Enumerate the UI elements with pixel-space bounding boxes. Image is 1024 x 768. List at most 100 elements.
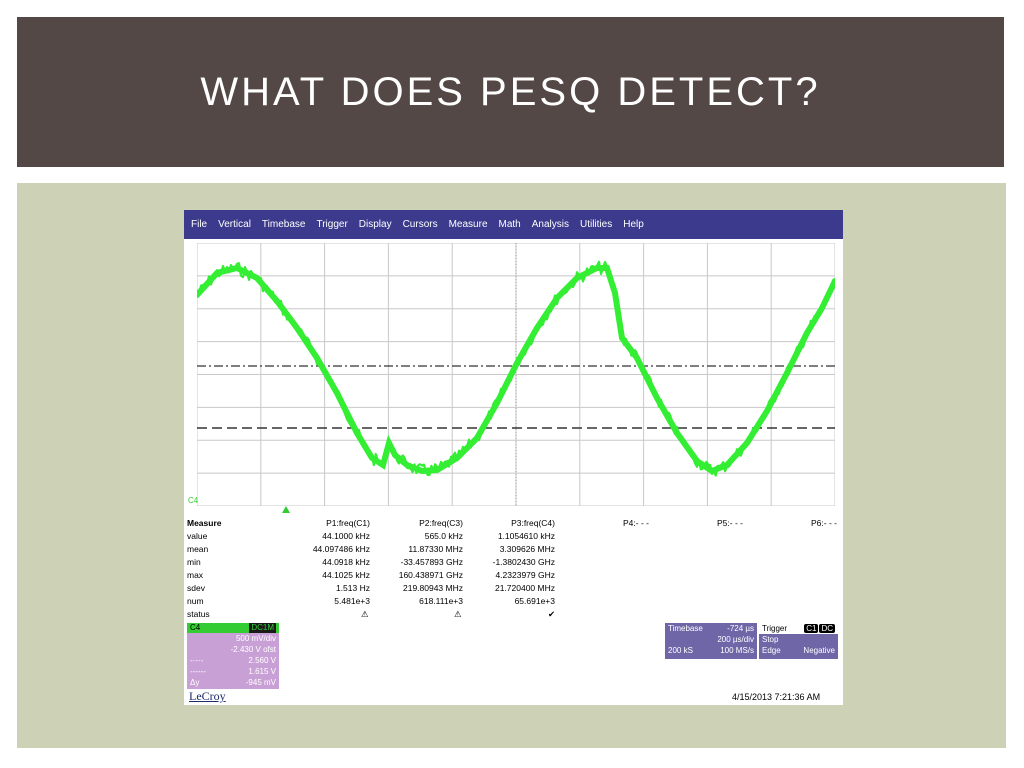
measure-row-label: min (187, 557, 201, 567)
trigger-line: Edge Negative (759, 645, 838, 656)
channel-line: -2.430 V ofst (187, 644, 279, 655)
menu-measure[interactable]: Measure (448, 219, 488, 230)
timebase-samples: 200 kS (668, 646, 693, 655)
lecroy-logo: LeCroy (189, 689, 226, 703)
menu-utilities[interactable]: Utilities (579, 219, 613, 230)
oscilloscope-screenshot: File Vertical Timebase Trigger Display C… (184, 210, 843, 705)
menu-help[interactable]: Help (623, 219, 644, 230)
measure-cell: 1.1054610 kHz (497, 531, 555, 541)
graticule (197, 243, 835, 506)
measure-cell: 3.309626 MHz (499, 544, 555, 554)
measure-row-max: max 44.1025 kHz 160.438971 GHz 4.2323979… (184, 570, 843, 583)
timebase-delay: -724 µs (727, 624, 754, 633)
channel-descriptor-header: C4 DC1M (187, 623, 279, 633)
menu-display[interactable]: Display (358, 219, 392, 230)
measure-row-num: num 5.481e+3 618.111e+3 65.691e+3 (184, 596, 843, 609)
trigger-line: Trigger C1 DC (759, 623, 838, 634)
menu-timebase[interactable]: Timebase (261, 219, 306, 230)
measure-cell: 1.513 Hz (335, 583, 370, 593)
timebase-rate: 100 MS/s (720, 646, 754, 655)
measure-col-p2[interactable]: P2:freq(C3) (419, 518, 463, 528)
status-check-icon: ✔ (548, 609, 556, 619)
measure-row-label: sdev (187, 583, 205, 593)
measure-row-mean: mean 44.097486 kHz 11.87330 MHz 3.309626… (184, 544, 843, 557)
channel-offset: -2.430 V ofst (230, 645, 276, 654)
menu-trigger[interactable]: Trigger (316, 219, 348, 230)
status-warning-icon: ⚠ (361, 609, 369, 619)
measure-col-p5[interactable]: P5:- - - (717, 518, 743, 528)
measure-cell: 44.097486 kHz (312, 544, 370, 554)
trigger-slope: Negative (803, 646, 835, 655)
menu-cursors[interactable]: Cursors (402, 219, 438, 230)
timebase-line: Timebase -724 µs (665, 623, 757, 634)
timebase-line: 200 µs/div (665, 634, 757, 645)
scope-menubar: File Vertical Timebase Trigger Display C… (184, 210, 843, 239)
menu-analysis[interactable]: Analysis (531, 219, 569, 230)
measure-cell: 160.438971 GHz (398, 570, 463, 580)
cursor-value: -945 mV (245, 678, 276, 687)
measure-cell: 565.0 kHz (424, 531, 463, 541)
measure-col-p1[interactable]: P1:freq(C1) (326, 518, 370, 528)
measure-col-p3[interactable]: P3:freq(C4) (511, 518, 555, 528)
timebase-descriptor[interactable]: Timebase -724 µs 200 µs/div 200 kS 100 M… (665, 623, 757, 659)
measure-row-label: status (187, 609, 210, 619)
volts-per-div: 500 mV/div (235, 634, 276, 643)
waveform-display[interactable] (197, 243, 835, 506)
menu-file[interactable]: File (191, 219, 208, 230)
measure-cell: 21.720400 MHz (494, 583, 555, 593)
trigger-source-chip: C1 (804, 624, 819, 633)
channel-c4-descriptor[interactable]: C4 DC1M 500 mV/div -2.430 V ofst -·-·- 2… (187, 623, 279, 689)
measure-row-value: value 44.1000 kHz 565.0 kHz 1.1054610 kH… (184, 531, 843, 544)
measure-cell: -1.3802430 GHz (492, 557, 555, 567)
measure-table: Measure P1:freq(C1) P2:freq(C3) P3:freq(… (184, 513, 843, 621)
trigger-descriptor[interactable]: Trigger C1 DC Stop Edge Negative (759, 623, 838, 659)
cursor-value: 1.615 V (248, 667, 276, 676)
trigger-coupling-chip: DC (819, 624, 835, 633)
cursor-readout: -·-·- 2.560 V (187, 655, 279, 666)
measure-cell: 219.80943 MHz (402, 583, 463, 593)
measure-cell: 5.481e+3 (334, 596, 370, 606)
cursor-label: Δy (190, 678, 200, 687)
measure-row-status: status ⚠ ⚠ ✔ (184, 609, 843, 622)
cursor-readout: Δy -945 mV (187, 677, 279, 688)
cursor-readout: ------ 1.615 V (187, 666, 279, 677)
trigger-label: Trigger (762, 624, 788, 633)
trigger-mode: Stop (762, 635, 779, 644)
measure-cell: 44.0918 kHz (322, 557, 370, 567)
timebase-per-div: 200 µs/div (717, 635, 754, 644)
measure-cell: 4.2323979 GHz (495, 570, 555, 580)
measure-cell: 11.87330 MHz (408, 544, 463, 554)
measure-row-label: mean (187, 544, 209, 554)
cursor-value: 2.560 V (248, 656, 276, 665)
trigger-line: Stop (759, 634, 838, 645)
measure-row-min: min 44.0918 kHz -33.457893 GHz -1.380243… (184, 557, 843, 570)
status-warning-icon: ⚠ (454, 609, 462, 619)
slide-title: WHAT DOES PESQ DETECT? (200, 69, 821, 114)
measure-label: Measure (187, 518, 222, 528)
measure-row-sdev: sdev 1.513 Hz 219.80943 MHz 21.720400 MH… (184, 583, 843, 596)
measure-col-p4[interactable]: P4:- - - (623, 518, 649, 528)
trigger-type: Edge (762, 646, 781, 655)
channel-marker-c4: C4 (188, 496, 199, 505)
cursor-label: ------ (190, 667, 206, 676)
measure-cell: 618.111e+3 (419, 596, 463, 606)
channel-coupling: DC1M (249, 623, 276, 633)
waveform-trace (197, 264, 835, 475)
measure-cell: -33.457893 GHz (400, 557, 463, 567)
measure-header-row: Measure P1:freq(C1) P2:freq(C3) P3:freq(… (184, 518, 843, 531)
timebase-line: 200 kS 100 MS/s (665, 645, 757, 656)
menu-math[interactable]: Math (498, 219, 521, 230)
slide-title-bar: WHAT DOES PESQ DETECT? (17, 17, 1004, 167)
timebase-label: Timebase (668, 624, 703, 633)
timestamp: 4/15/2013 7:21:36 AM (732, 692, 821, 702)
menu-vertical[interactable]: Vertical (218, 219, 251, 230)
measure-col-p6[interactable]: P6:- - - (811, 518, 837, 528)
measure-row-label: max (187, 570, 204, 580)
measure-cell: 65.691e+3 (514, 596, 555, 606)
channel-line: 500 mV/div (187, 633, 279, 644)
measure-row-label: num (187, 596, 204, 606)
measure-cell: 44.1000 kHz (322, 531, 370, 541)
trigger-position-icon (282, 506, 290, 513)
cursor-label: -·-·- (190, 656, 204, 665)
measure-row-label: value (187, 531, 208, 541)
